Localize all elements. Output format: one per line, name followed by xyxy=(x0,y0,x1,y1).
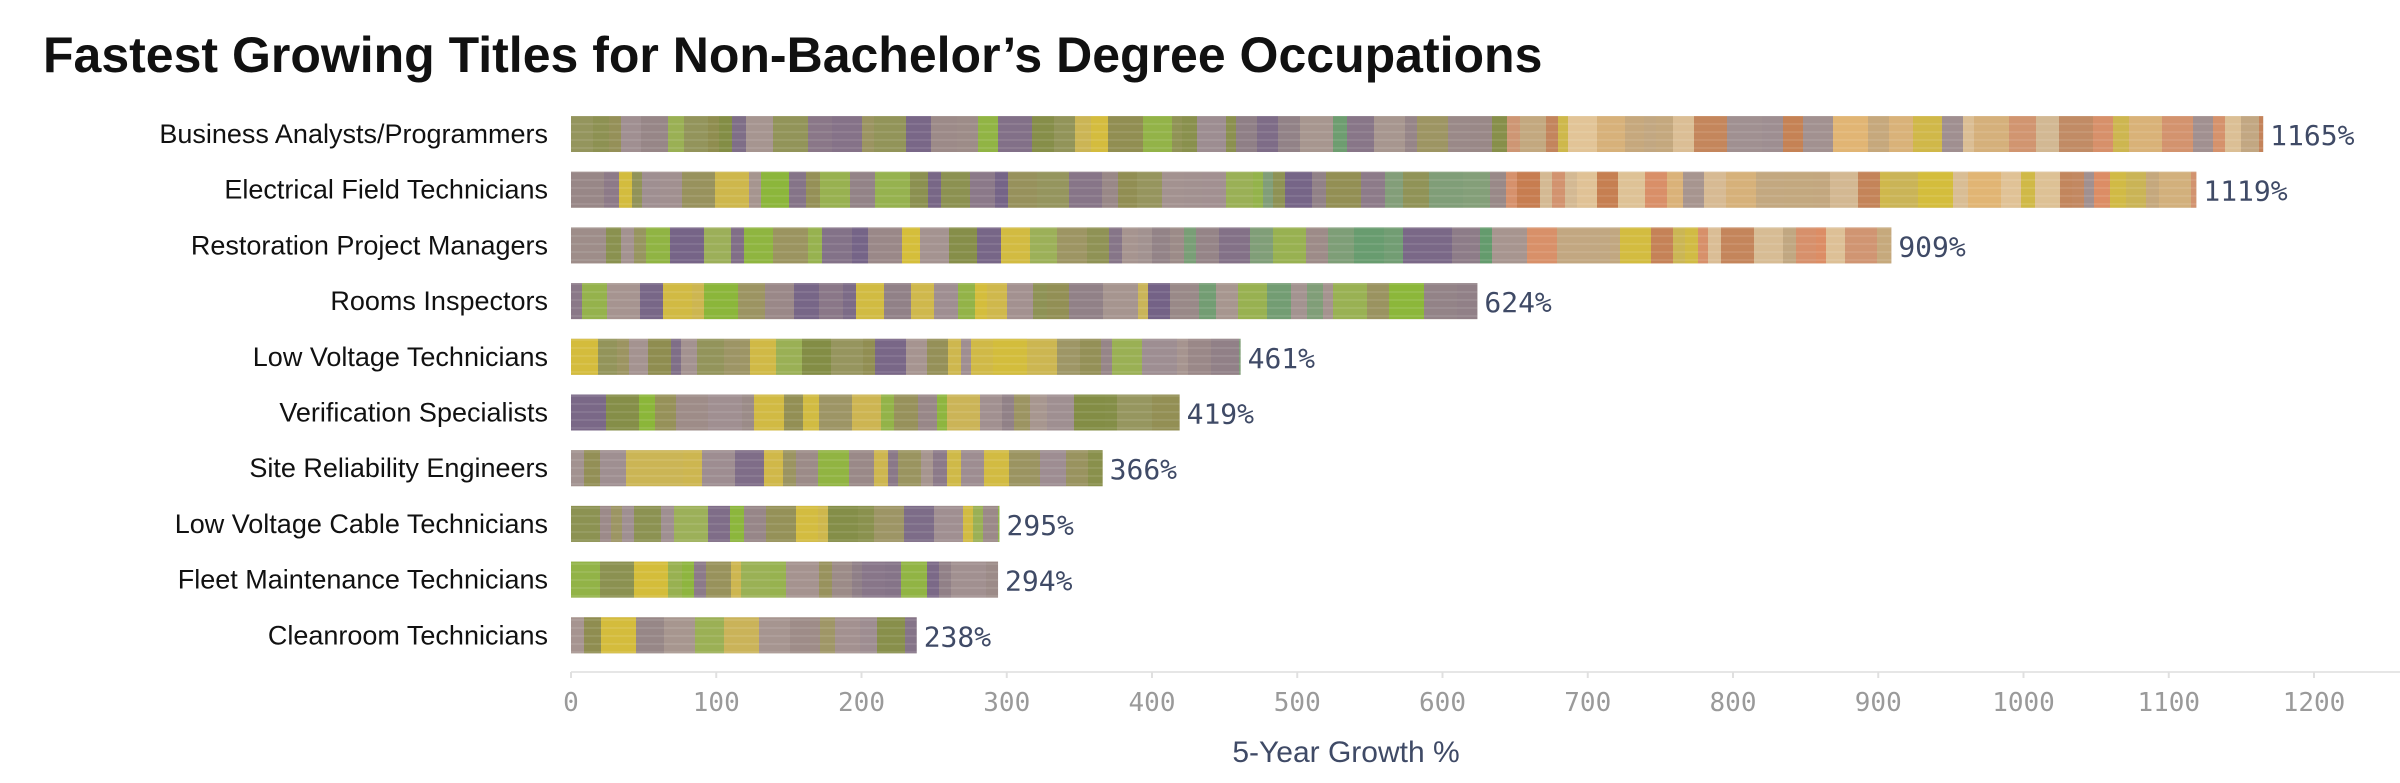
bar xyxy=(571,171,2197,208)
bar-texture xyxy=(571,116,2264,152)
category-label: Cleanroom Technicians xyxy=(268,620,548,650)
x-tick-label: 1100 xyxy=(2137,688,2200,718)
category-label: Rooms Inspectors xyxy=(330,286,548,316)
bar xyxy=(571,227,1892,264)
value-label: 1165% xyxy=(2270,119,2354,152)
labels-layer: Business Analysts/Programmers 1165% Electr… xyxy=(159,119,2354,653)
value-label: 909% xyxy=(1898,230,1966,263)
bar xyxy=(571,116,2264,152)
bar xyxy=(571,450,1103,487)
bar-texture xyxy=(571,394,1180,431)
bar xyxy=(571,338,1241,375)
value-label: 238% xyxy=(924,620,992,653)
category-label: Verification Specialists xyxy=(279,398,548,428)
x-tick-label: 1200 xyxy=(2283,688,2346,718)
chart-title: Fastest Growing Titles for Non-Bachelor’… xyxy=(43,27,1543,83)
x-axis: 0 100 200 300 400 500 600 700 800 900 1000 1100 1200 xyxy=(563,671,2400,718)
x-tick-label: 600 xyxy=(1419,688,1466,718)
bar-texture xyxy=(571,617,917,654)
bar-texture xyxy=(571,227,1892,264)
bar-texture xyxy=(571,505,1000,542)
category-label: Electrical Field Technicians xyxy=(224,175,548,205)
x-tick-label: 900 xyxy=(1855,688,1902,718)
bar xyxy=(571,617,917,654)
value-label: 366% xyxy=(1110,453,1178,486)
x-tick-label: 200 xyxy=(838,688,885,718)
value-label: 419% xyxy=(1187,398,1255,431)
value-label: 1119% xyxy=(2203,175,2287,208)
x-tick-label: 1000 xyxy=(1992,688,2055,718)
x-axis-label: 5-Year Growth % xyxy=(1232,736,1459,769)
bar xyxy=(571,561,999,598)
category-label: Fleet Maintenance Technicians xyxy=(178,565,548,595)
category-label: Business Analysts/Programmers xyxy=(159,119,548,149)
bar-texture xyxy=(571,450,1103,487)
x-tick-label: 800 xyxy=(1710,688,1757,718)
x-tick-label: 0 xyxy=(563,688,579,718)
bar-texture xyxy=(571,171,2197,208)
value-label: 624% xyxy=(1484,286,1552,319)
x-tick-label: 300 xyxy=(983,688,1030,718)
category-label: Low Voltage Technicians xyxy=(253,342,548,372)
x-tick-label: 500 xyxy=(1274,688,1321,718)
bar xyxy=(571,394,1180,431)
value-label: 461% xyxy=(1248,342,1316,375)
x-tick-label: 700 xyxy=(1564,688,1611,718)
x-tick-label: 100 xyxy=(693,688,740,718)
bar xyxy=(571,283,1478,320)
bars-layer xyxy=(571,116,2264,654)
bar-texture xyxy=(571,338,1241,375)
category-label: Low Voltage Cable Technicians xyxy=(175,509,548,539)
x-tick-label: 400 xyxy=(1129,688,1176,718)
category-label: Restoration Project Managers xyxy=(191,230,548,260)
bar-texture xyxy=(571,561,999,598)
category-label: Site Reliability Engineers xyxy=(249,453,548,483)
bar-texture xyxy=(571,283,1478,320)
value-label: 294% xyxy=(1005,565,1073,598)
value-label: 295% xyxy=(1006,509,1074,542)
bar xyxy=(571,505,1000,542)
